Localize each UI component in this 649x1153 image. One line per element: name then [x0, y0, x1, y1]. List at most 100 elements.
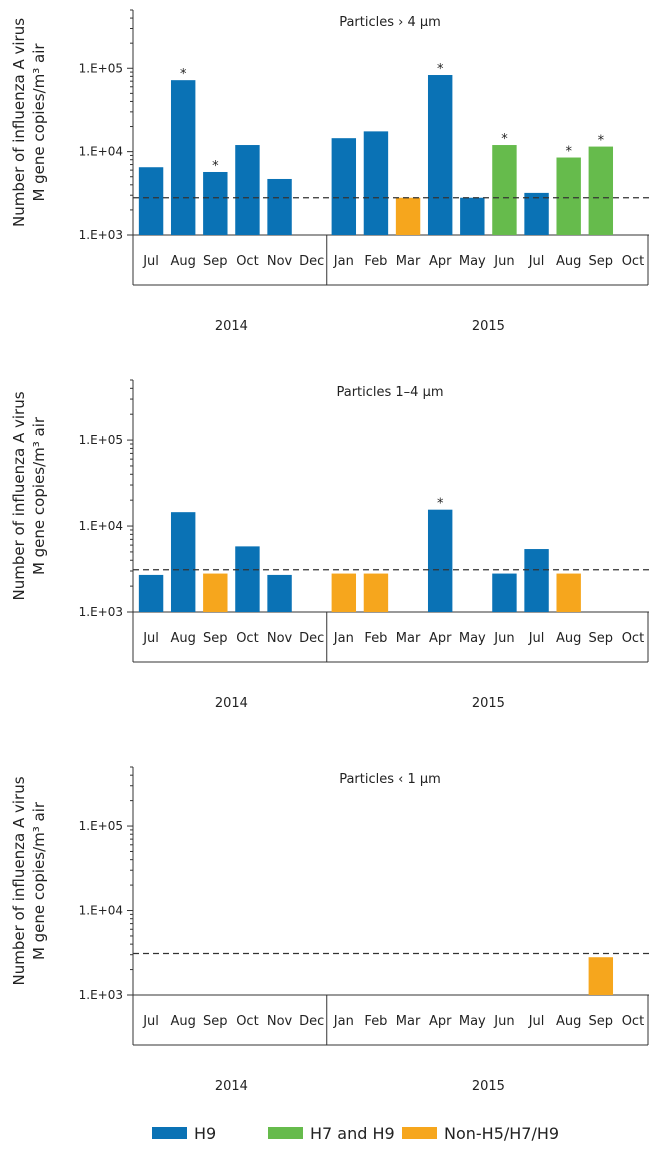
bar-aug-1	[170, 512, 196, 612]
x-tick-label: Nov	[267, 254, 293, 269]
bar-jun-11	[492, 145, 517, 235]
y-axis-title-line-1: Number of influenza A virus	[10, 18, 28, 227]
bar-mar-8	[395, 197, 421, 235]
bar-oct-3	[235, 546, 260, 612]
bar-jul-0	[138, 574, 164, 612]
significance-star: *	[437, 62, 444, 77]
x-tick-label: Sep	[203, 254, 228, 269]
bar-jan-6	[331, 573, 357, 612]
y-tick-label: 1.E+05	[79, 819, 123, 833]
y-tick-label: 1.E+05	[79, 433, 123, 447]
x-tick-label: Jan	[333, 254, 354, 269]
significance-star: *	[565, 145, 572, 160]
x-tick-label: Jul	[142, 254, 159, 269]
legend-swatch-h9	[152, 1127, 187, 1139]
x-tick-label: Aug	[556, 631, 581, 646]
bar-jan-6	[331, 138, 357, 235]
x-tick-label: Oct	[622, 1014, 644, 1029]
legend-label: H7 and H9	[310, 1124, 395, 1143]
x-tick-label: Mar	[396, 631, 421, 646]
y-tick-label: 1.E+05	[79, 61, 123, 75]
year-label: 2015	[472, 319, 505, 334]
x-tick-label: Sep	[203, 1014, 228, 1029]
x-tick-label: Feb	[364, 254, 387, 269]
year-label: 2015	[472, 696, 505, 711]
y-tick-label: 1.E+03	[79, 988, 123, 1002]
x-tick-label: Nov	[267, 631, 293, 646]
x-tick-label: Apr	[429, 1014, 452, 1029]
x-tick-label: Dec	[299, 631, 324, 646]
year-label: 2014	[215, 1079, 248, 1094]
bar-jul-0	[138, 167, 164, 235]
bar-feb-7	[363, 131, 389, 235]
x-tick-label: Jul	[528, 254, 545, 269]
bar-sep-14	[588, 146, 614, 235]
x-tick-label: Jul	[528, 631, 545, 646]
x-tick-label: Sep	[589, 631, 614, 646]
y-tick-label: 1.E+04	[79, 904, 123, 918]
y-axis-title-line-1: Number of influenza A virus	[10, 776, 28, 985]
x-tick-label: Aug	[556, 1014, 581, 1029]
x-tick-label: Feb	[364, 631, 387, 646]
y-axis-title-line-2: M gene copies/m³ air	[30, 416, 48, 575]
x-tick-label: Aug	[170, 631, 195, 646]
bar-oct-3	[235, 145, 260, 235]
significance-star: *	[437, 497, 444, 512]
y-tick-label: 1.E+04	[79, 519, 123, 533]
significance-star: *	[180, 67, 187, 82]
x-tick-label: Sep	[589, 1014, 614, 1029]
x-tick-label: Aug	[556, 254, 581, 269]
x-tick-label: Apr	[429, 631, 452, 646]
bar-aug-1	[170, 80, 196, 235]
y-axis-title-line-2: M gene copies/m³ air	[30, 801, 48, 960]
x-tick-label: Nov	[267, 1014, 293, 1029]
x-tick-label: Jul	[528, 1014, 545, 1029]
x-tick-label: Mar	[396, 254, 421, 269]
bar-nov-4	[267, 178, 292, 235]
x-tick-label: Jan	[333, 1014, 354, 1029]
y-tick-label: 1.E+04	[79, 145, 123, 159]
x-tick-label: Sep	[203, 631, 228, 646]
x-tick-label: Jun	[493, 254, 514, 269]
y-axis-title-line-2: M gene copies/m³ air	[30, 43, 48, 202]
year-label: 2014	[215, 696, 248, 711]
x-tick-label: Apr	[429, 254, 452, 269]
x-tick-label: Dec	[299, 254, 324, 269]
x-tick-label: Sep	[589, 254, 614, 269]
legend-swatch-h7_h9	[268, 1127, 303, 1139]
legend-label: H9	[194, 1124, 216, 1143]
x-tick-label: Oct	[236, 631, 258, 646]
year-label: 2015	[472, 1079, 505, 1094]
x-tick-label: Jul	[142, 631, 159, 646]
bar-aug-13	[556, 157, 581, 235]
bar-may-10	[460, 197, 485, 235]
significance-star: *	[598, 134, 605, 149]
x-tick-label: Dec	[299, 1014, 324, 1029]
significance-star: *	[501, 132, 508, 147]
x-tick-label: May	[459, 254, 486, 269]
chart-panel-3: 1.E+03 1.E+04 1.E+05 Number of influenza A …	[10, 766, 649, 1094]
bar-apr-9	[427, 75, 453, 235]
bar-nov-4	[267, 574, 292, 612]
x-tick-label: Oct	[622, 254, 644, 269]
bar-jun-11	[492, 573, 517, 612]
x-tick-label: Jan	[333, 631, 354, 646]
legend-label: Non-H5/H7/H9	[444, 1124, 559, 1143]
bar-feb-7	[363, 573, 389, 612]
x-tick-label: May	[459, 631, 486, 646]
bar-jul-12	[524, 192, 549, 235]
chart-panel-2: 1.E+03 1.E+04 1.E+05 Number of influenza A …	[10, 379, 649, 711]
x-tick-label: Aug	[170, 1014, 195, 1029]
panel-title: Particles › 4 µm	[339, 15, 441, 30]
x-tick-label: Oct	[236, 1014, 258, 1029]
bar-aug-13	[556, 573, 581, 612]
bar-apr-9	[427, 509, 453, 612]
x-tick-label: Oct	[622, 631, 644, 646]
panel-title: Particles 1–4 µm	[336, 385, 443, 400]
legend-swatch-nonh5h7h9	[402, 1127, 437, 1139]
significance-star: *	[212, 159, 219, 174]
year-label: 2014	[215, 319, 248, 334]
x-tick-label: Feb	[364, 1014, 387, 1029]
